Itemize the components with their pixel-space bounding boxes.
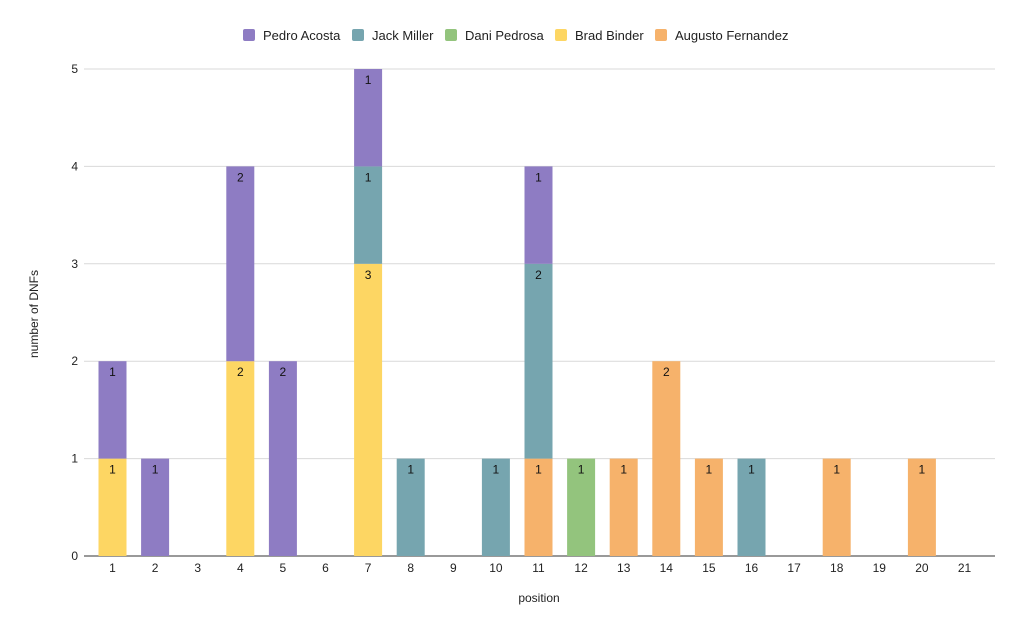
x-axis-ticks: 1 2 3 4 5 6 7 8 9 10 11 12 13 14 15 16 17 18 19 20 21 [109, 561, 971, 575]
x-tick-label: 18 [830, 561, 844, 575]
x-tick-label: 11 [532, 561, 545, 575]
y-tick-label: 0 [71, 549, 78, 563]
bar-segment-pedro-acosta [226, 166, 255, 362]
x-tick-label: 15 [702, 561, 716, 575]
x-tick-label: 1 [109, 561, 116, 575]
bar-segment-jack-miller [737, 458, 766, 556]
data-label: 1 [578, 463, 585, 477]
bar-segment-jack-miller [524, 263, 553, 459]
legend-swatch-pedro-acosta [243, 29, 255, 41]
x-tick-label: 7 [365, 561, 372, 575]
y-axis-title: number of DNFs [27, 270, 41, 358]
bar-segment-augusto-fernandez [907, 458, 936, 556]
y-tick-label: 5 [71, 62, 78, 76]
legend-label-jack-miller: Jack Miller [372, 28, 434, 43]
data-label: 1 [748, 463, 755, 477]
bar-segment-pedro-acosta [354, 69, 383, 167]
data-label: 1 [365, 170, 372, 184]
data-label: 1 [535, 463, 542, 477]
data-label: 2 [280, 365, 287, 379]
data-label: 1 [407, 463, 414, 477]
data-label: 2 [535, 268, 542, 282]
legend-label-augusto-fernandez: Augusto Fernandez [675, 28, 788, 43]
data-label: 2 [237, 365, 244, 379]
x-tick-label: 16 [745, 561, 759, 575]
bar-segment-jack-miller [481, 458, 510, 556]
bar-segment-augusto-fernandez [652, 361, 681, 556]
data-label: 1 [919, 463, 926, 477]
bar-labels: 1 1 1 2 2 2 3 1 1 1 1 1 2 1 1 1 2 1 1 1 1 [109, 73, 925, 477]
bar-segment-jack-miller [396, 458, 425, 556]
bar-segment-pedro-acosta [141, 458, 170, 556]
data-label: 2 [237, 170, 244, 184]
data-label: 1 [620, 463, 627, 477]
x-tick-label: 4 [237, 561, 244, 575]
data-label: 1 [109, 463, 116, 477]
legend-label-dani-pedrosa: Dani Pedrosa [465, 28, 545, 43]
x-tick-label: 20 [915, 561, 929, 575]
y-axis-ticks: 0 1 2 3 4 5 [71, 62, 78, 563]
bar-segment-jack-miller [354, 166, 383, 264]
x-tick-label: 13 [617, 561, 631, 575]
data-label: 1 [706, 463, 713, 477]
data-label: 1 [493, 463, 500, 477]
legend: Pedro Acosta Jack Miller Dani Pedrosa Brad … [243, 28, 788, 43]
bar-segment-pedro-acosta [268, 361, 297, 556]
legend-label-brad-binder: Brad Binder [575, 28, 644, 43]
x-tick-label: 10 [489, 561, 503, 575]
bar-segment-dani-pedrosa [567, 458, 596, 556]
bar-segment-brad-binder [354, 263, 383, 556]
data-label: 1 [152, 463, 159, 477]
bar-segment-augusto-fernandez [609, 458, 638, 556]
bar-segment-pedro-acosta [524, 166, 553, 264]
y-tick-label: 4 [71, 159, 78, 173]
data-label: 1 [535, 170, 542, 184]
bar-segment-brad-binder [98, 458, 127, 556]
bar-segment-brad-binder [226, 361, 255, 556]
bar-segment-augusto-fernandez [694, 458, 723, 556]
x-tick-label: 6 [322, 561, 329, 575]
x-tick-label: 12 [574, 561, 588, 575]
data-label: 1 [109, 365, 116, 379]
x-tick-label: 9 [450, 561, 457, 575]
legend-swatch-brad-binder [555, 29, 567, 41]
y-tick-label: 3 [71, 257, 78, 271]
legend-swatch-jack-miller [352, 29, 364, 41]
data-label: 2 [663, 365, 670, 379]
y-tick-label: 1 [71, 452, 78, 466]
x-tick-label: 14 [660, 561, 674, 575]
legend-swatch-augusto-fernandez [655, 29, 667, 41]
data-label: 1 [365, 73, 372, 87]
x-tick-label: 3 [194, 561, 201, 575]
data-label: 1 [833, 463, 840, 477]
x-tick-label: 17 [787, 561, 801, 575]
x-tick-label: 5 [280, 561, 287, 575]
bar-segment-augusto-fernandez [524, 458, 553, 556]
x-tick-label: 2 [152, 561, 159, 575]
x-tick-label: 8 [407, 561, 414, 575]
y-tick-label: 2 [71, 354, 78, 368]
bar-segment-pedro-acosta [98, 361, 127, 459]
data-label: 3 [365, 268, 372, 282]
bar-segment-augusto-fernandez [822, 458, 851, 556]
x-axis-title: position [518, 591, 559, 605]
legend-label-pedro-acosta: Pedro Acosta [263, 28, 341, 43]
legend-swatch-dani-pedrosa [445, 29, 457, 41]
bars [98, 69, 936, 556]
x-tick-label: 19 [873, 561, 887, 575]
x-tick-label: 21 [958, 561, 972, 575]
